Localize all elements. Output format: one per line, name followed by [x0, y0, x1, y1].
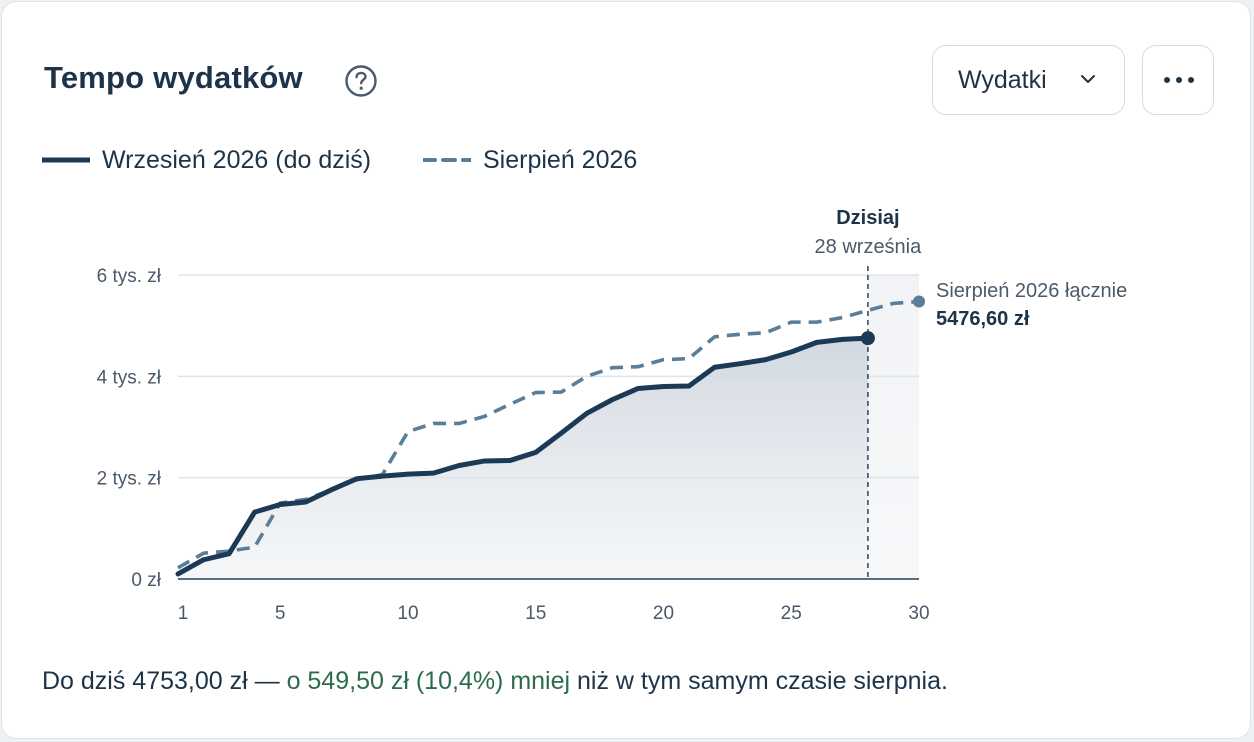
y-tick-label: 4 tys. zł: [97, 367, 162, 388]
legend-previous-label: Sierpień 2026: [483, 145, 638, 174]
x-tick-label: 20: [653, 603, 674, 624]
dropdown-label: Wydatki: [958, 65, 1047, 94]
ellipsis-icon: [1164, 77, 1194, 83]
chevron-down-icon: [1081, 75, 1095, 83]
legend-dashed-line: [423, 158, 471, 162]
today-marker-label: Dzisiaj: [836, 207, 899, 229]
x-tick-label: 1: [178, 603, 189, 624]
card-title: Tempo wydatków: [44, 60, 303, 95]
x-tick-label: 30: [908, 603, 929, 624]
legend-current-label: Wrzesień 2026 (do dziś): [102, 145, 372, 174]
y-tick-label: 0 zł: [131, 570, 161, 591]
x-tick-label: 5: [275, 603, 286, 624]
question-circle-icon[interactable]: [344, 64, 378, 98]
legend-previous: Sierpień 2026: [423, 142, 637, 178]
summary-suffix: niż w tym samym czasie sierpnia.: [570, 667, 948, 695]
future-region: [867, 275, 919, 579]
summary-text: Do dziś 4753,00 zł — o 549,50 zł (10,4%)…: [42, 667, 948, 696]
x-tick-label: 10: [397, 603, 418, 624]
previous-end-point: [913, 295, 925, 308]
y-tick-label: 2 tys. zł: [97, 469, 162, 490]
summary-prefix: Do dziś 4753,00 zł —: [42, 667, 287, 695]
y-tick-label: 6 tys. zł: [97, 266, 162, 287]
legend-solid-line: [42, 157, 90, 163]
series-line-current: [175, 335, 871, 577]
end-annotation-value: 5476,60 zł: [936, 308, 1030, 330]
current-end-point: [860, 331, 875, 346]
more-options-button[interactable]: [1142, 45, 1214, 115]
x-tick-label: 15: [525, 603, 546, 624]
x-tick-label: 25: [781, 603, 802, 624]
end-annotation-label: Sierpień 2026 łącznie: [936, 280, 1127, 302]
metric-dropdown[interactable]: Wydatki: [932, 45, 1125, 115]
today-marker-date: 28 września: [815, 236, 923, 258]
legend-current: Wrzesień 2026 (do dziś): [42, 142, 371, 178]
summary-difference: o 549,50 zł (10,4%) mniej: [286, 667, 571, 695]
